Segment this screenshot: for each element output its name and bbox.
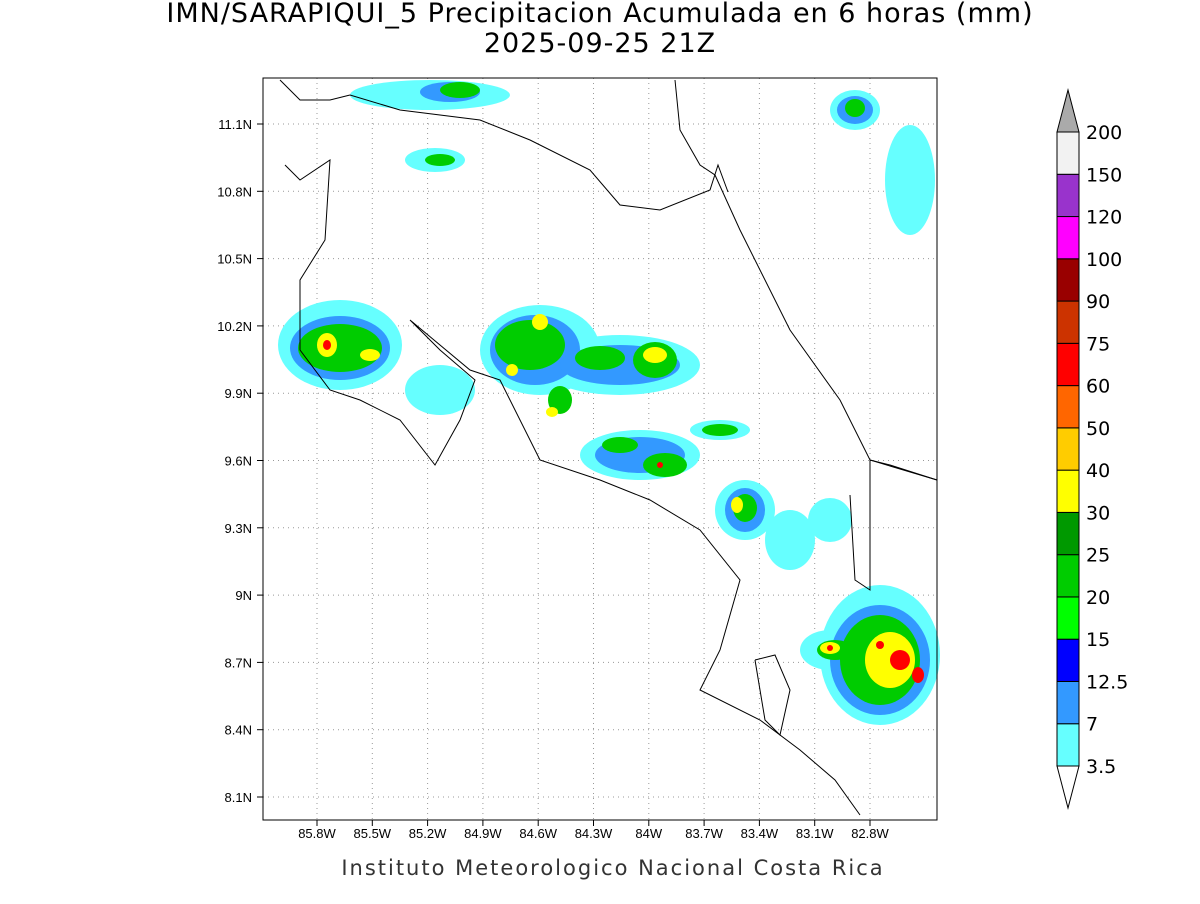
- lon-tick-label: 84.3W: [575, 826, 613, 841]
- lat-tick-label: 10.2N: [217, 319, 252, 334]
- colorbar-segment: [1056, 131, 1080, 175]
- title: IMN/SARAPIQUI_5 Precipitacion Acumulada …: [166, 0, 1033, 29]
- colorbar-label: 40: [1086, 460, 1110, 482]
- colorbar-label: 3.5: [1086, 756, 1116, 778]
- colorbar-segment: [1056, 342, 1080, 387]
- colorbar-segment: [1056, 469, 1080, 513]
- colorbar-under: [1056, 765, 1080, 810]
- lon-tick-label: 84.9W: [464, 826, 502, 841]
- lon-tick-label: 83.7W: [685, 826, 723, 841]
- colorbar-over: [1056, 88, 1080, 133]
- lon-tick-label: 82.8W: [851, 826, 889, 841]
- lon-tick-label: 85.2W: [409, 826, 447, 841]
- lat-tick-label: 10.5N: [217, 252, 252, 267]
- colorbar-label: 15: [1086, 629, 1110, 651]
- lat-tick-label: 10.8N: [217, 184, 252, 199]
- colorbar-label: 50: [1086, 418, 1110, 440]
- lon-tick-label: 83.4W: [741, 826, 779, 841]
- lon-tick-label: 85.8W: [298, 826, 336, 841]
- colorbar-segment: [1056, 680, 1080, 725]
- colorbar-label: 20: [1086, 587, 1110, 609]
- subtitle: 2025-09-25 21Z: [484, 28, 716, 59]
- plot-frame: [262, 77, 938, 821]
- colorbar-label: 12.5: [1086, 671, 1128, 693]
- lon-tick-label: 83.1W: [796, 826, 834, 841]
- map-area: [262, 77, 940, 821]
- colorbar-label: 25: [1086, 545, 1110, 567]
- coastlines: [279, 79, 938, 816]
- lon-tick-label: 84.6W: [519, 826, 557, 841]
- lat-tick-label: 8.4N: [225, 723, 252, 738]
- colorbar-label: 100: [1086, 249, 1122, 271]
- colorbar-segment: [1056, 596, 1080, 640]
- colorbar-label: 30: [1086, 502, 1110, 524]
- colorbar-segment: [1056, 173, 1080, 218]
- colorbar-segment: [1056, 427, 1080, 471]
- colorbar-segment: [1056, 385, 1080, 429]
- colorbar-label: 75: [1086, 333, 1110, 355]
- colorbar-label: 150: [1086, 164, 1122, 186]
- colorbar-segment: [1056, 554, 1080, 598]
- colorbar-segment: [1056, 638, 1080, 682]
- lat-tick-label: 9N: [235, 588, 252, 603]
- colorbar-segment: [1056, 258, 1080, 302]
- colorbar-segment: [1056, 300, 1080, 344]
- colorbar-segment: [1056, 723, 1080, 767]
- lat-tick-label: 9.3N: [225, 521, 252, 536]
- lon-tick-label: 85.5W: [354, 826, 392, 841]
- lat-tick-label: 9.6N: [225, 454, 252, 469]
- colorbar-label: 120: [1086, 207, 1122, 229]
- precip-field: [278, 80, 940, 725]
- lat-tick-label: 9.9N: [225, 386, 252, 401]
- colorbar-segment: [1056, 511, 1080, 556]
- lon-tick-label: 84W: [635, 826, 662, 841]
- colorbar-label: 200: [1086, 122, 1122, 144]
- colorbar-label: 60: [1086, 376, 1110, 398]
- lat-tick-label: 8.7N: [225, 655, 252, 670]
- colorbar: 3.5 7 12.5 15 20 25 30 40 50 60 75 90 100 120 150 200: [1056, 88, 1128, 810]
- colorbar-segment: [1056, 216, 1080, 260]
- colorbar-label: 90: [1086, 291, 1110, 313]
- colorbar-label: 7: [1086, 714, 1098, 736]
- lat-tick-label: 11.1N: [218, 117, 252, 132]
- footer: Instituto Meteorologico Nacional Costa R…: [341, 856, 884, 880]
- lat-tick-label: 8.1N: [225, 790, 252, 805]
